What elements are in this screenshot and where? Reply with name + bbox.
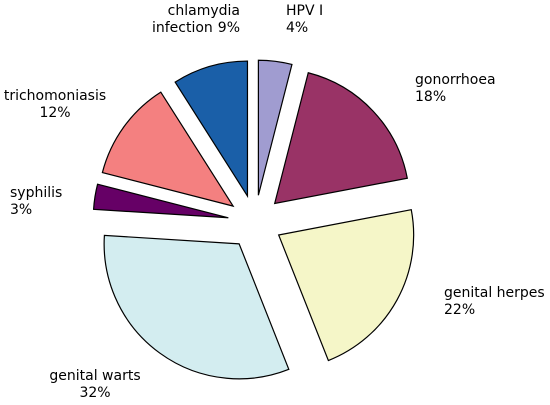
value-label: 12% bbox=[39, 105, 71, 121]
value-label: 9% bbox=[217, 20, 240, 36]
category-name: genital warts bbox=[49, 368, 141, 384]
category-name: chlamydia infection bbox=[151, 3, 240, 36]
category-name: syphilis bbox=[10, 185, 63, 201]
category-name: trichomoniasis bbox=[3, 88, 107, 104]
value-label: 22% bbox=[444, 302, 476, 318]
category-name: HPV I bbox=[286, 3, 324, 19]
value-label: 4% bbox=[286, 20, 309, 36]
slice-label: gonorrhoea 18% bbox=[415, 72, 515, 106]
slice-label: genital warts 32% bbox=[30, 368, 160, 402]
value-label: 32% bbox=[79, 385, 111, 401]
pie-slice bbox=[277, 209, 415, 362]
pie-slice bbox=[273, 72, 408, 205]
value-label: 3% bbox=[10, 202, 33, 218]
category-name: genital herpes bbox=[444, 285, 545, 301]
pie-slice bbox=[92, 183, 229, 219]
slice-label: trichomoniasis 12% bbox=[0, 88, 110, 122]
slice-label: HPV I 4% bbox=[286, 3, 346, 37]
pie-slice bbox=[101, 91, 235, 208]
pie-slice bbox=[174, 60, 249, 199]
slice-label: chlamydia infection 9% bbox=[128, 3, 240, 37]
value-label: 18% bbox=[415, 89, 447, 105]
pie-slice bbox=[257, 59, 293, 196]
slice-label: syphilis 3% bbox=[10, 185, 70, 219]
pie-slice bbox=[103, 234, 290, 380]
slice-label: genital herpes 22% bbox=[444, 285, 550, 319]
category-name: gonorrhoea bbox=[415, 72, 496, 88]
